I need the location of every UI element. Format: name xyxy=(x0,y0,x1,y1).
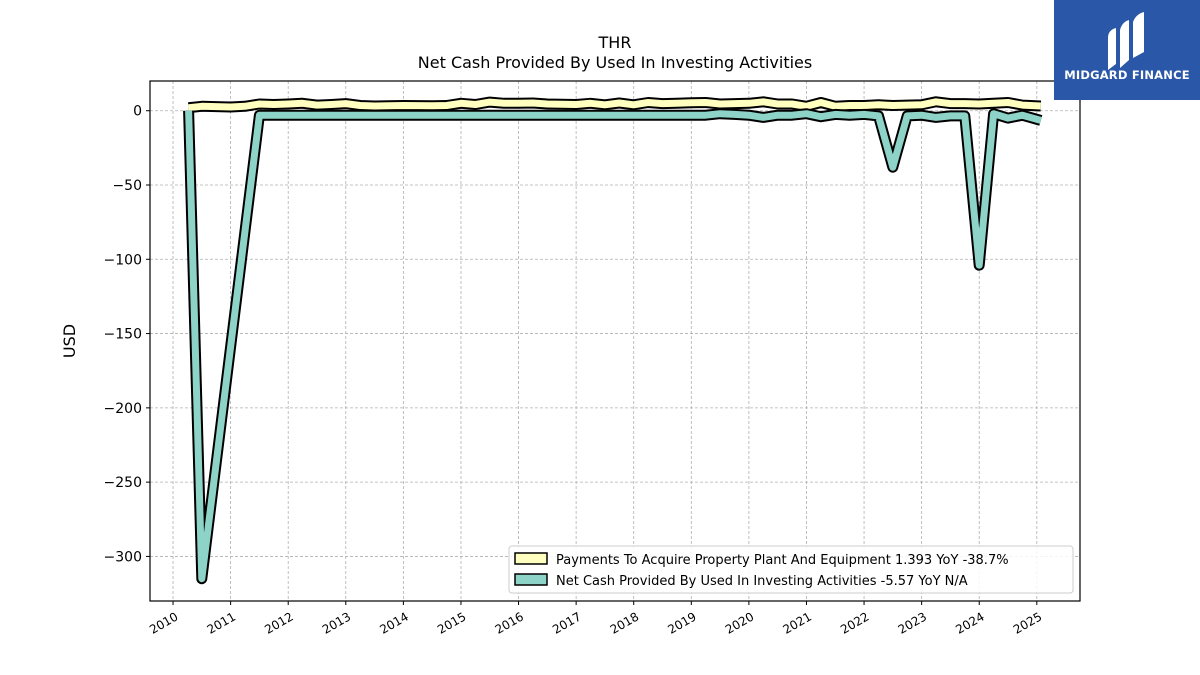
x-tick-label: 2018 xyxy=(608,609,641,636)
y-tick-label: −50 xyxy=(112,178,142,194)
grid-lines xyxy=(150,81,1080,601)
legend: Payments To Acquire Property Plant And E… xyxy=(508,545,1074,594)
legend-swatch-investing xyxy=(514,573,548,586)
y-tick-label: −300 xyxy=(104,549,142,565)
x-tick-label: 2016 xyxy=(493,609,526,636)
ppe-series-line xyxy=(188,98,1041,112)
y-tick-label: −150 xyxy=(104,327,142,343)
x-tick-label: 2021 xyxy=(781,609,814,636)
y-tick-label: −250 xyxy=(104,475,142,491)
chart-title: THR xyxy=(598,33,632,52)
plot-frame xyxy=(149,80,1081,602)
x-tick-label: 2022 xyxy=(838,609,871,636)
y-tick-label: −200 xyxy=(104,401,142,417)
investing-series-outline xyxy=(183,108,1043,585)
y-axis-label: USD xyxy=(60,324,79,358)
logo-wordmark: MIDGARD FINANCE xyxy=(1064,68,1190,82)
y-tick-label: 0 xyxy=(133,104,142,120)
x-tick-label: 2015 xyxy=(435,609,468,636)
y-tick-label: −100 xyxy=(104,252,142,268)
x-tick-label: 2014 xyxy=(377,609,410,636)
legend-label-ppe: Payments To Acquire Property Plant And E… xyxy=(556,553,1009,568)
x-tick-label: 2023 xyxy=(896,609,929,636)
x-tick-label: 2011 xyxy=(205,609,238,636)
legend-label-investing: Net Cash Provided By Used In Investing A… xyxy=(556,574,968,589)
chart-subtitle: Net Cash Provided By Used In Investing A… xyxy=(418,53,812,72)
x-tick-label: 2010 xyxy=(147,609,180,636)
x-tick-label: 2025 xyxy=(1011,609,1044,636)
x-tick-label: 2024 xyxy=(953,609,986,636)
midgard-finance-logo: MIDGARD FINANCE xyxy=(1054,0,1200,100)
x-tick-label: 2017 xyxy=(550,609,583,636)
legend-swatch-ppe xyxy=(514,552,548,565)
series-layer xyxy=(183,96,1043,585)
x-tick-label: 2013 xyxy=(320,609,353,636)
x-tick-label: 2020 xyxy=(723,609,756,636)
investing-series-line xyxy=(185,110,1042,583)
legend-box xyxy=(508,545,1074,594)
x-tick-label: 2019 xyxy=(665,609,698,636)
midgard-logo-icon xyxy=(1108,12,1144,70)
x-tick-label: 2012 xyxy=(262,609,295,636)
